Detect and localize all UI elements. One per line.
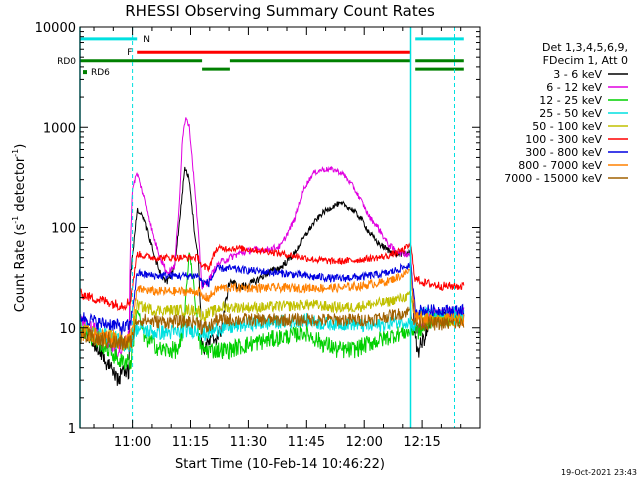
series-300-800-kev-line [79,261,465,335]
legend: Det 1,3,4,5,6,9, FDecim 1, Att 0 3 - 6 k… [504,41,628,185]
legend-50-100-kev-label: 50 - 100 keV [532,120,602,133]
y-tick-label: 10000 [35,21,76,36]
series-layer [79,117,465,386]
flag-rd6-marker [83,70,87,75]
legend-header-line-1: Det 1,3,4,5,6,9, [542,41,628,54]
legend-25-50-kev-label: 25 - 50 keV [539,107,602,120]
legend-12-25-kev-label: 12 - 25 keV [539,94,602,107]
flag-n-label: N [143,35,150,45]
series-3-6-kev-line [79,166,465,386]
y-axis-title: Count Rate (s-1 detector-1) [11,144,28,313]
flag-rd6-label: RD6 [91,68,110,78]
x-tick-label: 11:15 [172,435,209,450]
y-axis-title-end: ) [13,144,28,149]
legend-header-line-2: FDecim 1, Att 0 [543,54,628,67]
series-800-7000-kev-line [79,267,465,350]
flag-layer: N F RD0 RD6 [57,35,464,78]
legend-7000-15000-kev-label: 7000 - 15000 keV [504,172,602,185]
legend-100-300-kev-label: 100 - 300 keV [525,133,602,146]
y-axis-title-mid: detector [13,156,28,216]
y-axis-title-main: Count Rate (s [13,224,28,313]
legend-3-6-kev-label: 3 - 6 keV [553,68,602,81]
legend-800-7000-kev-label: 800 - 7000 keV [518,159,602,172]
y-tick-label: 1 [68,422,76,437]
legend-6-12-kev-label: 6 - 12 keV [546,81,602,94]
flag-f-label: F [127,48,132,58]
y-tick-label: 100 [51,222,76,237]
footer-timestamp: 19-Oct-2021 23:43 [561,468,637,477]
x-tick-label: 12:00 [345,435,382,450]
legend-300-800-kev-label: 300 - 800 keV [525,146,602,159]
series-12-25-kev-line [79,252,465,371]
series-25-50-kev-line [79,306,465,352]
x-tick-label: 11:00 [114,435,151,450]
flag-rd0-label: RD0 [57,57,76,67]
y-tick-label: 10 [59,322,76,337]
x-axis-title: Start Time (10-Feb-14 10:46:22) [175,457,385,472]
y-axis-title-exp2: -1 [11,149,20,157]
x-tick-label: 11:45 [288,435,325,450]
series-7000-15000-kev-line [79,306,465,351]
chart-title: RHESSI Observing Summary Count Rates [125,2,435,20]
series-100-300-kev-line [79,242,465,312]
series-50-100-kev-line [79,289,465,351]
x-tick-label: 12:15 [403,435,440,450]
y-axis-title-exp1: -1 [11,216,20,224]
series-6-12-kev-line [79,117,465,359]
y-tick-label: 1000 [43,121,76,136]
axis-ticks: 11:00 11:15 11:30 11:45 12:00 12:15 1 10 100 1000… [35,21,480,450]
x-tick-label: 11:30 [230,435,267,450]
